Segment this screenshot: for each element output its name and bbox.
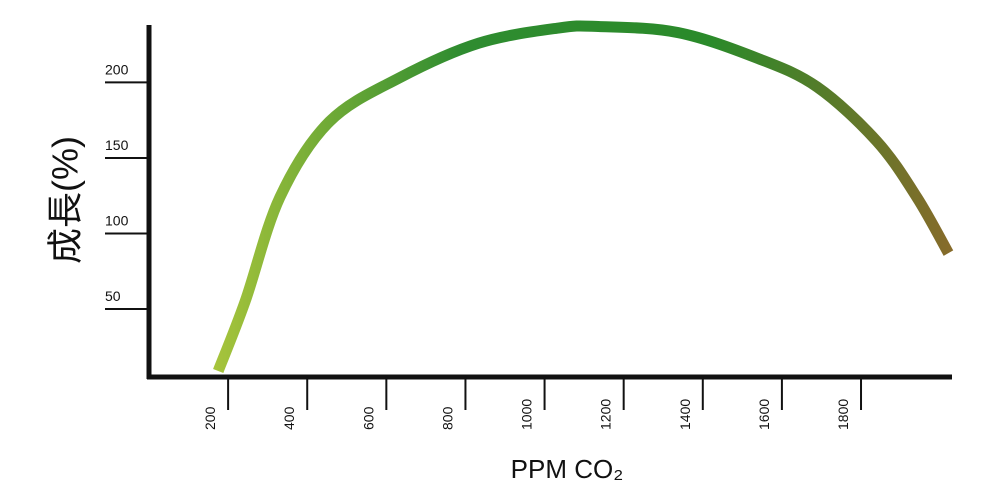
x-tick-label: 1400	[677, 399, 693, 430]
x-tick-label: 1200	[598, 399, 614, 430]
y-tick-label: 100	[105, 212, 129, 228]
y-axis-label: 成長(%)	[45, 136, 86, 264]
x-tick-label: 1000	[519, 399, 535, 430]
x-tick-label: 200	[202, 406, 218, 430]
x-tick-label: 1600	[756, 399, 772, 430]
x-tick-label: 1800	[835, 399, 851, 430]
x-tick-label: 400	[281, 406, 297, 430]
y-tick-label: 150	[105, 137, 129, 153]
x-tick-label: 600	[360, 406, 376, 430]
x-axis-label: PPM CO₂	[511, 454, 624, 484]
y-tick-label: 200	[105, 61, 129, 77]
y-tick-label: 50	[105, 288, 121, 304]
growth-curve	[213, 20, 954, 373]
x-tick-label: 800	[439, 406, 455, 430]
